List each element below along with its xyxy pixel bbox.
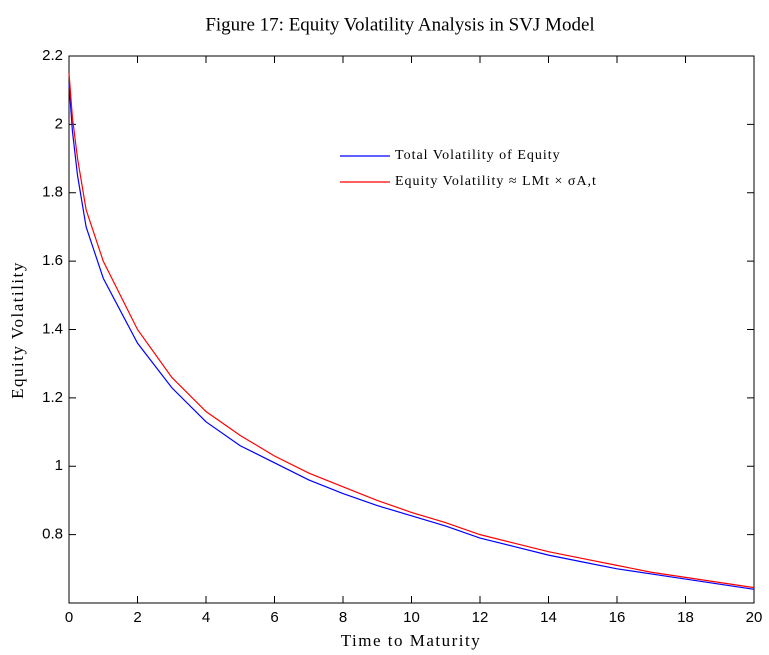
x-tick-label: 2 [133, 609, 141, 626]
y-tick-label: 0.8 [42, 526, 63, 543]
x-tick-label: 8 [339, 609, 347, 626]
y-tick-label: 2.2 [42, 47, 63, 64]
x-tick-label: 0 [65, 609, 73, 626]
y-tick-label: 1 [55, 457, 63, 474]
x-tick-label: 6 [270, 609, 278, 626]
plot-frame [68, 55, 755, 604]
x-axis-label: Time to Maturity [341, 631, 482, 650]
x-tick-label: 12 [472, 609, 489, 626]
series-line [68, 73, 755, 589]
x-tick-label: 18 [677, 609, 694, 626]
legend-label: Total Volatility of Equity [395, 148, 561, 163]
chart-title: Figure 17: Equity Volatility Analysis in… [205, 14, 594, 35]
x-tick-label: 20 [746, 609, 763, 626]
y-tick-label: 1.4 [42, 320, 63, 337]
x-tick-label: 4 [202, 609, 210, 626]
x-tick-label: 14 [540, 609, 557, 626]
legend-label: Equity Volatility ≈ LMt × σA,t [395, 174, 597, 189]
y-tick-label: 2 [55, 115, 63, 132]
y-tick-label: 1.2 [42, 389, 63, 406]
y-axis-label: Equity Volatility [8, 261, 27, 399]
x-tick-label: 16 [609, 609, 626, 626]
y-tick-label: 1.6 [42, 252, 63, 269]
x-tick-label: 10 [403, 609, 420, 626]
series-line [68, 83, 755, 590]
y-tick-label: 1.8 [42, 184, 63, 201]
